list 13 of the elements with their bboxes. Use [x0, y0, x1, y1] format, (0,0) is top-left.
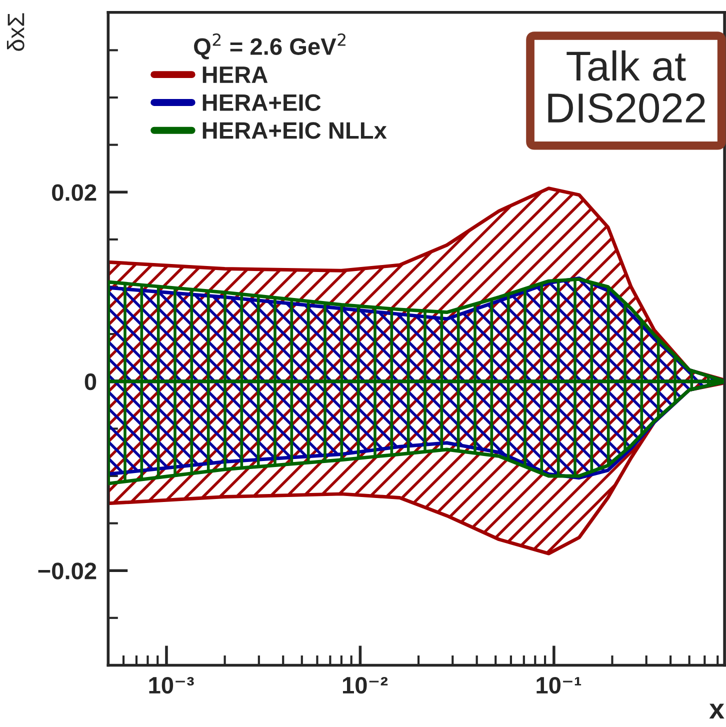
x-tick-label: 10⁻¹: [536, 676, 582, 694]
x-tick-label: 10⁻³: [149, 676, 194, 694]
y-tick-label: 0: [84, 373, 96, 390]
y-tick-label: 0.02: [52, 184, 96, 201]
annotation: Talk at DIS2022: [548, 50, 705, 123]
x-axis-title: x: [709, 704, 724, 718]
legend-label: HERA: [202, 66, 268, 83]
y-tick-label: −0.02: [38, 562, 96, 580]
legend-title: Q$^{2}$ = 2.6 GeV$^{2}$: [194, 33, 346, 60]
legend-label: HERA+EIC: [202, 94, 321, 111]
x-tick-label: 10⁻²: [342, 676, 388, 694]
y-axis-title: δxΣ: [6, 13, 24, 51]
legend-label: HERA+EIC NLLx: [202, 122, 387, 139]
